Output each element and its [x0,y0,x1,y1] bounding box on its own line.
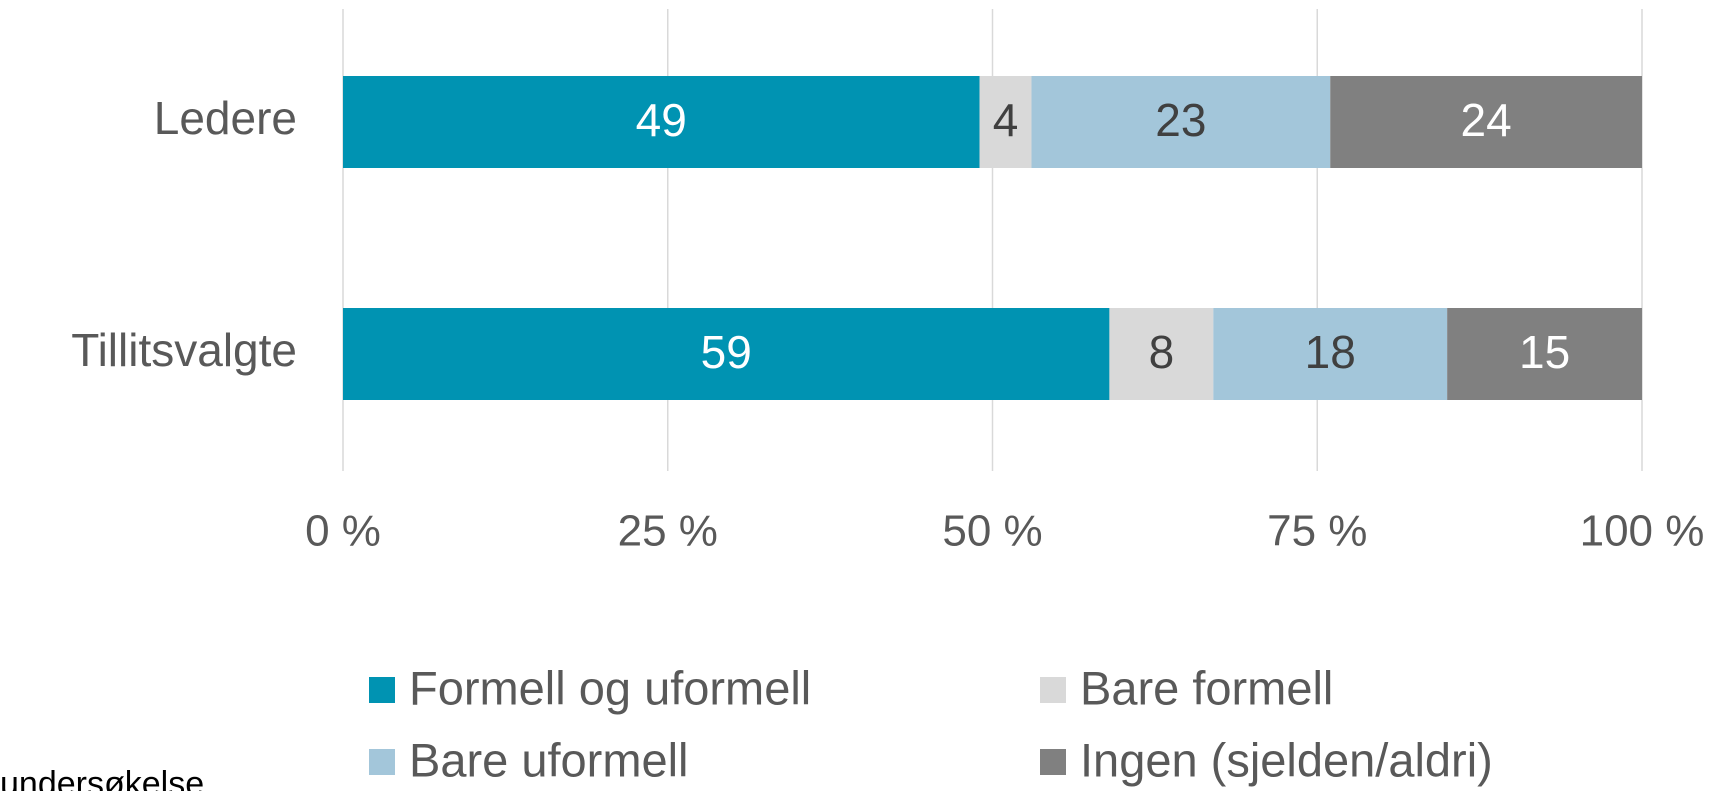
bar-segment [979,76,1032,168]
legend-swatch [1040,749,1066,775]
data-label: 49 [636,94,687,146]
bar-segment [1109,308,1214,400]
data-label: 23 [1155,94,1206,146]
category-label: Tillitsvalgte [71,324,297,376]
bar-segment [1330,76,1642,168]
legend-label: Formell og uformell [409,661,811,714]
bar-segment [343,308,1110,400]
data-label: 4 [993,94,1019,146]
category-label: Ledere [154,92,297,144]
legend-label: Bare formell [1080,661,1333,714]
data-label: 24 [1461,94,1512,146]
x-tick-label: 100 % [1580,507,1705,556]
data-label: 8 [1149,326,1175,378]
legend-swatch [1040,677,1066,703]
x-tick-label: 25 % [618,507,718,556]
legend-swatch [369,749,395,775]
x-tick-label: 75 % [1267,507,1367,556]
bar-segment [1031,76,1331,168]
x-tick-label: 0 % [305,507,381,556]
bar-segment [343,76,980,168]
x-tick-label: 50 % [942,507,1042,556]
source-note: undersøkelse [0,765,204,791]
legend-label: Ingen (sjelden/aldri) [1080,733,1493,786]
bar-segment [1447,308,1642,400]
legend-label: Bare uformell [409,733,689,786]
data-label: 59 [701,326,752,378]
bar-segment [1213,308,1448,400]
legend-swatch [369,677,395,703]
data-label: 15 [1519,326,1570,378]
data-label: 18 [1305,326,1356,378]
